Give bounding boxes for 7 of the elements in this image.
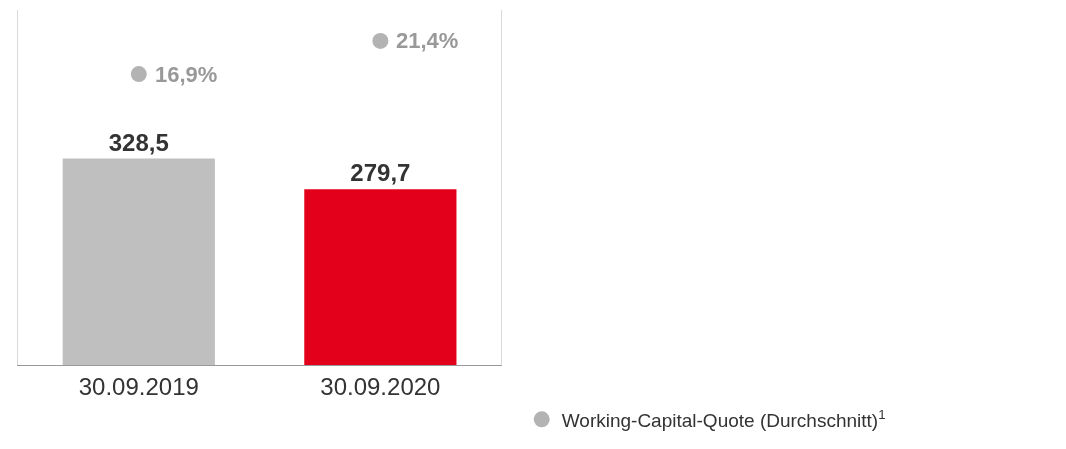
data-label: 328,5 bbox=[108, 128, 169, 156]
data-label: 16,9% bbox=[155, 62, 218, 87]
x-tick-label: 30.09.2020 bbox=[320, 372, 441, 400]
data-label: 21,4% bbox=[396, 28, 459, 53]
x-tick-label: 30.09.2019 bbox=[78, 372, 199, 400]
data-label: 279,7 bbox=[350, 159, 411, 187]
legend-label: Working-Capital-Quote (Durchschnitt)$^{1}$ bbox=[561, 406, 886, 431]
